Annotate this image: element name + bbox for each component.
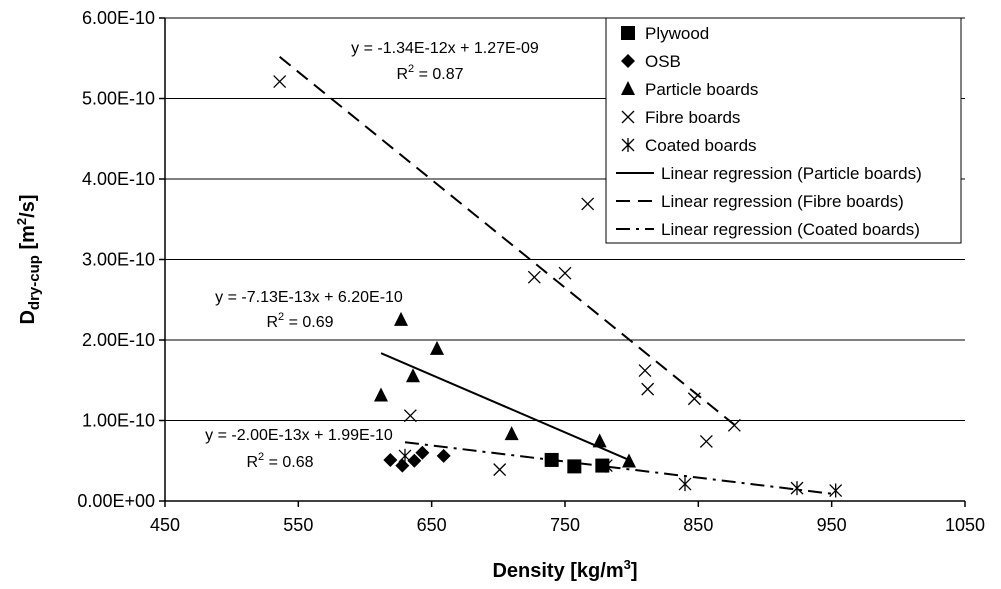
regression-equation: y = -7.13E-13x + 6.20E-10: [215, 289, 403, 306]
data-point: [527, 270, 541, 284]
legend-marker: [621, 26, 635, 40]
data-point: [699, 434, 713, 448]
data-point: [407, 453, 422, 468]
legend-marker: [621, 138, 635, 152]
data-point: [641, 382, 655, 396]
data-point: [415, 445, 430, 460]
legend-marker: [621, 81, 635, 95]
data-point: [430, 340, 444, 355]
y-tick-label: 6.00E-10: [82, 8, 155, 28]
legend: Plywood OSB Particle boards Fibre boards Coa…: [605, 17, 962, 244]
data-point: [622, 453, 636, 468]
legend-marker: [621, 54, 635, 68]
x-tick-label: 650: [417, 515, 447, 535]
data-point: [544, 452, 559, 467]
legend-label: Plywood: [645, 24, 709, 43]
data-point: [678, 477, 692, 492]
data-point: [581, 197, 595, 211]
y-tick-label: 2.00E-10: [82, 330, 155, 350]
legend-label: Particle boards: [645, 80, 758, 99]
legend-label: Coated boards: [645, 136, 757, 155]
regression-r2: R2 = 0.68: [246, 451, 313, 471]
regression-lines: [279, 56, 836, 496]
data-point: [567, 459, 582, 474]
regression-line: [279, 56, 735, 426]
series-coated-boards: [398, 448, 843, 498]
legend-label: OSB: [645, 52, 681, 71]
legend-label: Linear regression (Fibre boards): [661, 192, 904, 211]
y-tick-label: 1.00E-10: [82, 411, 155, 431]
regression-line: [380, 352, 630, 461]
data-point: [592, 433, 607, 448]
series-fibre-boards: [273, 75, 741, 477]
x-tick-label: 450: [150, 515, 180, 535]
data-point: [374, 387, 388, 402]
data-point: [829, 483, 843, 498]
regression-r2: R2 = 0.69: [266, 311, 333, 331]
data-point: [504, 426, 519, 441]
data-point: [383, 452, 398, 467]
data-point: [398, 448, 412, 463]
regression-equation: y = -1.34E-12x + 1.27E-09: [351, 40, 539, 57]
y-tick-label: 0.00E+00: [77, 491, 155, 511]
x-tick-label: 850: [683, 515, 713, 535]
data-point: [273, 75, 287, 89]
data-point: [493, 463, 507, 477]
y-tick-label: 3.00E-10: [82, 250, 155, 270]
data-point: [406, 368, 420, 383]
series-osb: [383, 445, 451, 473]
regression-r2: R2 = 0.87: [396, 63, 463, 83]
x-axis-title: Density [kg/m3]: [492, 557, 637, 582]
data-point: [436, 448, 451, 463]
data-point: [403, 409, 417, 423]
x-tick-label: 750: [550, 515, 580, 535]
data-points: [273, 75, 843, 498]
y-tick-label: 5.00E-10: [82, 89, 155, 109]
regression-equation: y = -2.00E-13x + 1.99E-10: [205, 427, 393, 444]
data-point: [790, 481, 804, 496]
data-point: [394, 311, 408, 326]
data-point: [395, 458, 410, 473]
regression-annotations: y = -7.13E-13x + 6.20E-10 R2 = 0.69 y = -1…: [205, 40, 539, 471]
series-particle-boards: [374, 311, 636, 468]
axes: 0.00E+00 1.00E-10 2.00E-10 3.00E-10 4.00E-10…: [77, 8, 985, 535]
x-tick-label: 1050: [945, 515, 985, 535]
legend-label: Linear regression (Particle boards): [661, 164, 922, 183]
data-point: [727, 418, 741, 432]
legend-box: [605, 17, 962, 244]
y-axis-title: Ddry-cup [m2/s]: [14, 194, 43, 324]
legend-label: Fibre boards: [645, 108, 740, 127]
data-point: [687, 392, 701, 406]
legend-marker: [621, 110, 635, 124]
data-point: [599, 458, 613, 473]
data-point: [558, 266, 572, 280]
legend-label: Linear regression (Coated boards): [661, 220, 920, 239]
regression-line: [404, 441, 836, 496]
x-tick-label: 550: [283, 515, 313, 535]
data-point: [638, 364, 652, 378]
y-tick-label: 4.00E-10: [82, 169, 155, 189]
x-tick-label: 950: [817, 515, 847, 535]
